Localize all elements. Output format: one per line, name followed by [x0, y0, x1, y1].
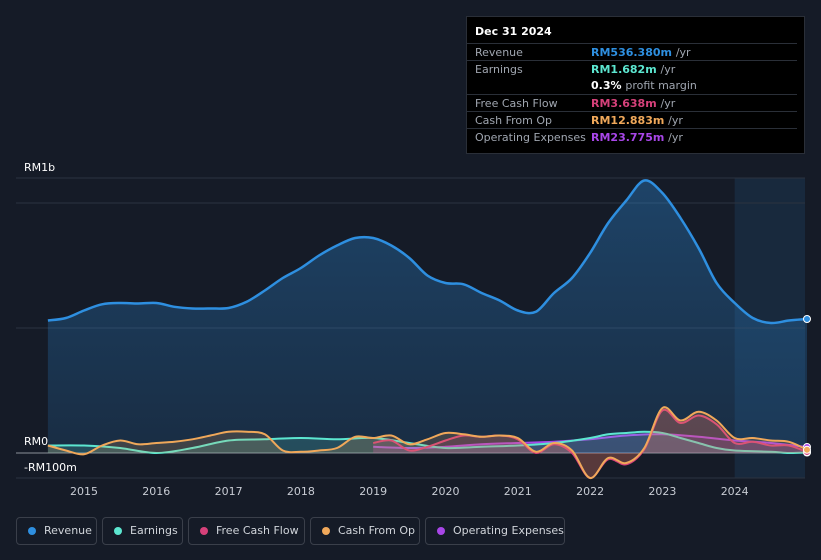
revenue-line	[47, 179, 808, 325]
x-tick-label: 2017	[215, 485, 243, 498]
legend-label: Free Cash Flow	[216, 524, 299, 537]
x-tick-label: 2024	[721, 485, 749, 498]
tooltip-label: Cash From Op	[475, 114, 553, 127]
earnings-line	[47, 430, 808, 455]
cash-from-op-line	[47, 406, 808, 479]
legend-dot-icon	[322, 527, 330, 535]
x-tick-label: 2020	[432, 485, 460, 498]
tooltip-label: Earnings	[475, 63, 523, 76]
x-tick-label: 2022	[576, 485, 604, 498]
revenue-end-point	[803, 315, 811, 323]
operating-expenses-area	[373, 434, 807, 453]
tooltip-value: RM3.638m /yr	[591, 97, 676, 110]
legend-label: Earnings	[130, 524, 178, 537]
series-layer	[47, 179, 811, 479]
x-tick-label: 2015	[70, 485, 98, 498]
earnings-area	[47, 431, 807, 454]
cash-from-op-end-point	[803, 445, 811, 454]
legend-earnings[interactable]: Earnings	[102, 517, 183, 545]
legend-dot-icon	[28, 527, 36, 535]
x-tick-label: 2018	[287, 485, 315, 498]
tooltip-row-cash-from-op: Cash From Op RM12.883m /yr	[467, 111, 797, 129]
revenue-area	[47, 180, 807, 453]
tooltip-row-revenue: Revenue RM536.380m /yr	[467, 43, 797, 61]
free-cash-flow-area	[373, 409, 807, 479]
legend-cash-from-op[interactable]: Cash From Op	[310, 517, 420, 545]
tooltip-row-operating-expenses: Operating Expenses RM23.775m /yr	[467, 128, 797, 146]
x-tick-label: 2016	[142, 485, 170, 498]
tooltip-label: Operating Expenses	[475, 131, 586, 144]
tooltip-row-free-cash-flow: Free Cash Flow RM3.638m /yr	[467, 94, 797, 112]
tooltip-row-margin: 0.3% profit margin	[467, 77, 797, 94]
tooltip-value: RM12.883m /yr	[591, 114, 683, 127]
chart-area: 2015 2016 2017 2018 2019 2020 2021 2022 2023 2024…	[16, 161, 811, 498]
tooltip-row-earnings: Earnings RM1.682m /yr	[467, 60, 797, 78]
tooltip-value: RM23.775m /yr	[591, 131, 683, 144]
legend-label: Cash From Op	[338, 524, 416, 537]
cash-from-op-area	[47, 407, 807, 479]
tooltip-label: Free Cash Flow	[475, 97, 558, 110]
operating-expenses-line	[373, 433, 808, 449]
tooltip-date: Dec 31 2024	[475, 25, 552, 38]
legend-label: Revenue	[44, 524, 92, 537]
x-tick-label: 2019	[359, 485, 387, 498]
legend-dot-icon	[114, 527, 122, 535]
y-axis-label-zero: RM0	[24, 435, 48, 448]
x-tick-label: 2021	[504, 485, 532, 498]
x-tick-label: 2023	[648, 485, 676, 498]
y-axis-label-top: RM1b	[24, 161, 55, 174]
legend-free-cash-flow[interactable]: Free Cash Flow	[188, 517, 305, 545]
tooltip-value: RM1.682m /yr	[591, 63, 676, 76]
x-axis-ticks: 2015 2016 2017 2018 2019 2020 2021 2022 2023 2024	[70, 485, 749, 498]
y-axis-label-bottom: -RM100m	[24, 461, 77, 474]
tooltip-value: 0.3% profit margin	[591, 79, 697, 92]
data-tooltip: Dec 31 2024 Revenue RM536.380m /yr Earni…	[466, 16, 805, 154]
tooltip-value: RM536.380m /yr	[591, 46, 691, 59]
tooltip-label: Revenue	[475, 46, 523, 59]
legend-operating-expenses[interactable]: Operating Expenses	[425, 517, 565, 545]
legend-label: Operating Expenses	[453, 524, 564, 537]
legend-dot-icon	[200, 527, 208, 535]
legend-revenue[interactable]: Revenue	[16, 517, 97, 545]
legend-dot-icon	[437, 527, 445, 535]
